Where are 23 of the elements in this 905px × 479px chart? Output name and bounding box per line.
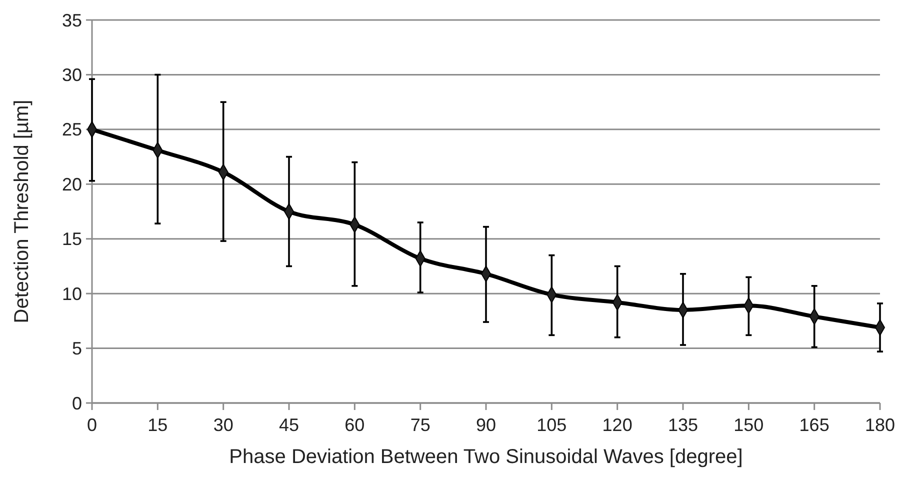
x-tick-label: 120 <box>602 415 632 435</box>
x-tick-label: 180 <box>864 415 896 435</box>
x-tick-label: 15 <box>148 415 168 435</box>
y-tick-label: 10 <box>62 284 82 304</box>
y-axis-title: Detection Threshold [µm] <box>11 100 33 324</box>
y-tick-label: 15 <box>62 229 82 250</box>
x-tick-label: 0 <box>86 415 98 435</box>
x-tick-label: 45 <box>278 415 300 435</box>
x-tick-label: 90 <box>476 415 496 435</box>
x-tick-label: 135 <box>668 415 698 435</box>
y-tick-label: 30 <box>62 65 82 86</box>
x-tick-label: 150 <box>734 415 764 435</box>
y-tick-label: 5 <box>72 338 82 359</box>
y-tick-label: 35 <box>62 10 82 30</box>
x-tick-label: 105 <box>536 415 567 435</box>
y-tick-label: 25 <box>62 120 82 140</box>
y-tick-label: 20 <box>62 174 82 194</box>
x-tick-label: 30 <box>213 415 234 435</box>
x-axis-title: Phase Deviation Between Two Sinusoidal Waves [degree] <box>229 446 743 468</box>
x-tick-label: 60 <box>344 415 365 435</box>
y-tick-label: 0 <box>72 393 82 414</box>
x-tick-label: 165 <box>799 415 830 435</box>
x-tick-label: 75 <box>410 415 430 435</box>
